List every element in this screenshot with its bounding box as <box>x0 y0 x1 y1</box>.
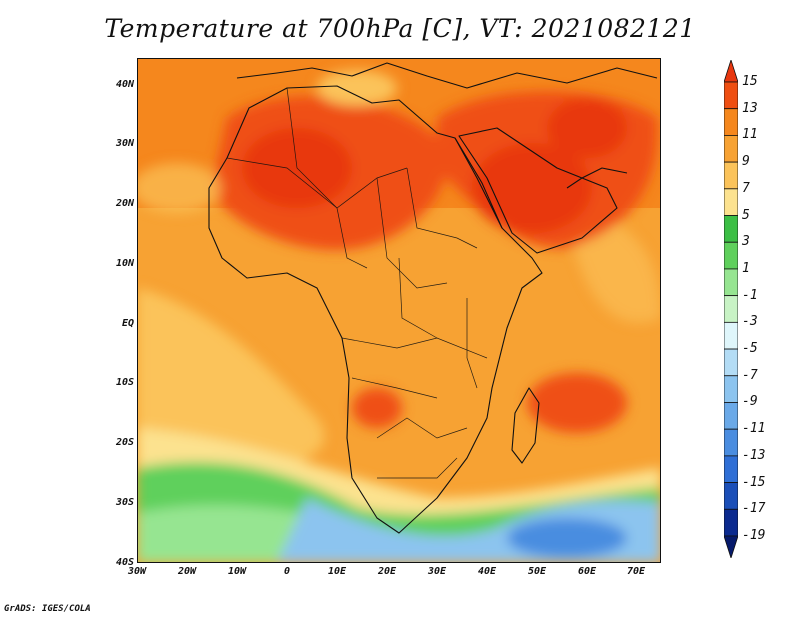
lat-tick-30n: 30N <box>115 138 134 149</box>
lat-tick-40n: 40N <box>115 79 134 90</box>
colorbar-label: 7 <box>742 180 750 196</box>
lat-tick-30s: 30S <box>115 497 134 508</box>
lon-tick-30w: 30W <box>127 566 147 577</box>
colorbar-label: 11 <box>742 127 758 143</box>
lon-tick-70e: 70E <box>626 566 646 577</box>
core-arabia <box>472 143 592 233</box>
colorbar-label: 13 <box>742 100 758 116</box>
colorbar-swatch <box>724 428 738 457</box>
colorbar-label: -1 <box>742 287 758 303</box>
colorbar-swatch <box>724 455 738 483</box>
colorbar-bottom-triangle <box>724 535 738 558</box>
lat-tick-40s: 40S <box>115 557 134 568</box>
core-persia <box>547 98 627 158</box>
coastline <box>208 62 658 534</box>
map-title: Temperature at 700hPa [C], VT: 202108212… <box>104 14 696 43</box>
lat-tick-eq: EQ <box>121 318 134 329</box>
colorbar-label: -19 <box>742 528 766 543</box>
colorbar-swatch <box>724 108 738 136</box>
warm-madagascar-sea <box>527 373 627 433</box>
europe-coast <box>236 62 658 89</box>
lat-tick-10s: 10S <box>115 377 134 388</box>
colorbar-label: 5 <box>742 207 750 223</box>
colorbar-swatch <box>724 241 738 270</box>
country-borders <box>226 87 488 479</box>
lat-tick-20s: 20S <box>115 437 134 448</box>
colorbar-label: 15 <box>742 74 758 89</box>
madagascar <box>511 387 540 464</box>
cold-core <box>507 518 627 558</box>
lat-tick-20n: 20N <box>115 198 134 209</box>
med-light <box>317 70 397 106</box>
colorbar-swatch <box>724 295 738 323</box>
colorbar-swatch <box>724 375 738 403</box>
lon-tick-20e: 20E <box>377 566 397 577</box>
lon-tick-0: 0 <box>283 566 291 577</box>
colorbar-swatch <box>724 348 738 377</box>
colorbar-swatch <box>724 135 738 163</box>
colorbar-top-triangle <box>724 60 738 83</box>
africa-outline <box>208 85 543 534</box>
colorbar-swatch <box>724 508 738 537</box>
colorbar-label: -5 <box>742 341 758 357</box>
lon-tick-20w: 20W <box>177 566 197 577</box>
colorbar-swatch <box>724 268 738 297</box>
colorbar-label: 3 <box>742 234 750 250</box>
colorbar-label: -7 <box>742 367 758 383</box>
lon-tick-10e: 10E <box>327 566 347 577</box>
lon-tick-30e: 30E <box>427 566 447 577</box>
colorbar-label: -3 <box>742 314 758 330</box>
colorbar-swatch <box>724 81 738 110</box>
colorbar-swatch <box>724 161 738 190</box>
colorbar <box>724 60 738 558</box>
warm-angola <box>352 388 402 428</box>
lon-tick-50e: 50E <box>527 566 547 577</box>
colorbar-label: -13 <box>742 447 766 463</box>
colorbar-label: -17 <box>742 501 766 517</box>
colorbar-label: 1 <box>742 260 750 276</box>
lat-tick-10n: 10N <box>115 258 134 269</box>
colorbar-swatch <box>724 402 738 430</box>
colorbar-label: 9 <box>742 154 750 170</box>
colorbar-label: -11 <box>742 421 766 437</box>
lon-tick-10w: 10W <box>227 566 247 577</box>
red-sea <box>454 137 503 229</box>
credit-text: GrADS: IGES/COLA <box>4 604 91 614</box>
colorbar-label: -9 <box>742 394 758 410</box>
colorbar-swatch <box>724 482 738 510</box>
colorbar-swatch <box>724 188 738 216</box>
arabia <box>458 127 618 254</box>
temperature-map <box>137 58 661 563</box>
lon-tick-60e: 60E <box>577 566 597 577</box>
persian-gulf <box>566 167 628 189</box>
colorbar-swatch <box>724 215 738 243</box>
lon-tick-40e: 40E <box>477 566 497 577</box>
atlantic-light <box>137 163 222 213</box>
colorbar-label: -15 <box>742 474 766 490</box>
colorbar-swatch <box>724 321 738 350</box>
field-light-south <box>137 288 325 478</box>
